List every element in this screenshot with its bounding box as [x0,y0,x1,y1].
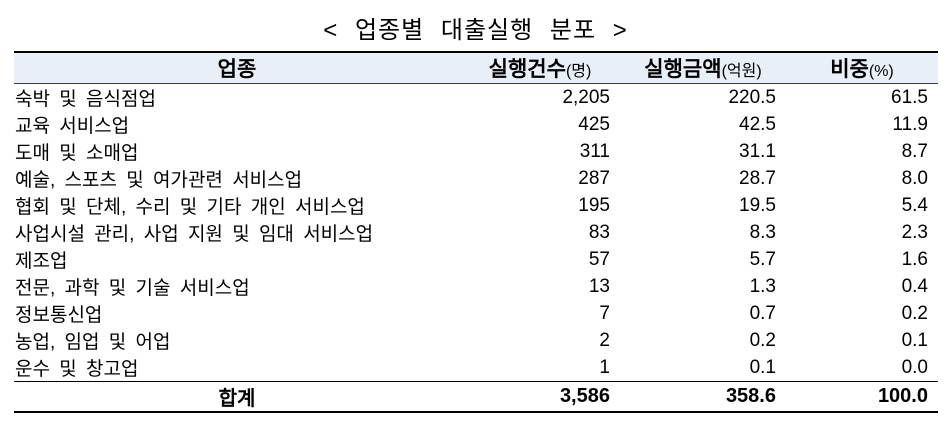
column-header-share-unit: (%) [868,63,894,80]
table-row: 제조업 57 5.7 1.6 [14,246,938,273]
amount-cell: 5.7 [749,248,776,270]
industry-cell: 제조업 [15,251,68,272]
industry-cell: 교육 서비스업 [15,116,130,137]
amount-cell: 1.3 [749,275,776,297]
amount-cell: 31.1 [739,140,776,162]
share-cell: 61.5 [891,86,928,108]
count-cell: 425 [578,113,610,135]
industry-cell: 사업시설 관리, 사업 지원 및 임대 서비스업 [15,224,374,245]
industry-cell: 도매 및 소매업 [15,143,139,164]
industry-cell: 운수 및 창고업 [15,359,139,380]
total-amount-cell: 358.6 [620,381,786,412]
header-row: 업종 실행건수(명) 실행금액(억원) 비중(%) [14,52,938,84]
count-cell: 195 [578,194,610,216]
column-header-share: 비중(%) [786,52,938,84]
column-header-industry: 업종 [14,52,460,84]
column-header-count-unit: (명) [565,63,592,80]
count-cell: 7 [599,302,610,324]
table-row: 농업, 임업 및 어업 2 0.2 0.1 [14,327,938,354]
page-title: < 업종별 대출실행 분포 > [323,17,628,44]
share-cell: 1.6 [901,248,928,270]
column-header-count-label: 실행건수 [488,58,566,81]
column-header-industry-label: 업종 [217,58,257,81]
total-share-cell: 100.0 [786,381,938,412]
total-count-cell: 3,586 [460,381,620,412]
industry-cell: 정보통신업 [15,305,103,326]
column-header-share-label: 비중 [830,58,869,81]
table-row: 예술, 스포츠 및 여가관련 서비스업 287 28.7 8.0 [14,165,938,192]
amount-cell: 42.5 [739,113,776,135]
share-cell: 11.9 [892,113,928,135]
share-cell: 0.0 [901,356,928,378]
total-row: 합계 3,586 358.6 100.0 [14,381,938,412]
count-cell: 2 [599,329,610,351]
amount-cell: 0.2 [749,329,776,351]
amount-cell: 0.1 [749,356,776,378]
count-cell: 311 [579,140,610,162]
table-row: 정보통신업 7 0.7 0.2 [14,300,938,327]
count-cell: 57 [588,248,610,270]
count-cell: 287 [578,167,610,189]
share-cell: 8.7 [901,140,928,162]
amount-cell: 8.3 [749,221,776,243]
industry-cell: 전문, 과학 및 기술 서비스업 [15,278,250,299]
column-header-amount-unit: (억원) [721,63,762,80]
table-row: 전문, 과학 및 기술 서비스업 13 1.3 0.4 [14,273,938,300]
column-header-count: 실행건수(명) [460,52,620,84]
count-cell: 2,205 [562,86,610,108]
column-header-amount: 실행금액(억원) [620,52,786,84]
table-row: 도매 및 소매업 311 31.1 8.7 [14,138,938,165]
amount-cell: 28.7 [739,167,776,189]
industry-cell: 예술, 스포츠 및 여가관련 서비스업 [15,170,303,191]
industry-cell: 숙박 및 음식점업 [15,89,156,110]
count-cell: 1 [599,356,610,378]
industry-cell: 협회 및 단체, 수리 및 기타 개인 서비스업 [15,197,365,218]
share-cell: 5.4 [901,194,928,216]
total-label: 합계 [14,381,460,412]
count-cell: 13 [588,275,610,297]
share-cell: 0.4 [901,275,928,297]
table-row: 운수 및 창고업 1 0.1 0.0 [14,354,938,382]
share-cell: 2.3 [901,221,928,243]
share-cell: 8.0 [901,167,928,189]
share-cell: 0.1 [901,329,928,351]
amount-cell: 220.5 [728,86,776,108]
column-header-amount-label: 실행금액 [644,58,722,81]
share-cell: 0.2 [901,302,928,324]
count-cell: 83 [588,221,610,243]
table-row: 협회 및 단체, 수리 및 기타 개인 서비스업 195 19.5 5.4 [14,192,938,219]
loan-distribution-table: 업종 실행건수(명) 실행금액(억원) 비중(%) 숙박 및 음식점업 2,20… [14,51,938,413]
table-row: 사업시설 관리, 사업 지원 및 임대 서비스업 83 8.3 2.3 [14,219,938,246]
table-row: 숙박 및 음식점업 2,205 220.5 61.5 [14,84,938,112]
amount-cell: 19.5 [739,194,776,216]
industry-cell: 농업, 임업 및 어업 [15,332,171,353]
amount-cell: 0.7 [749,302,776,324]
table-row: 교육 서비스업 425 42.5 11.9 [14,111,938,138]
